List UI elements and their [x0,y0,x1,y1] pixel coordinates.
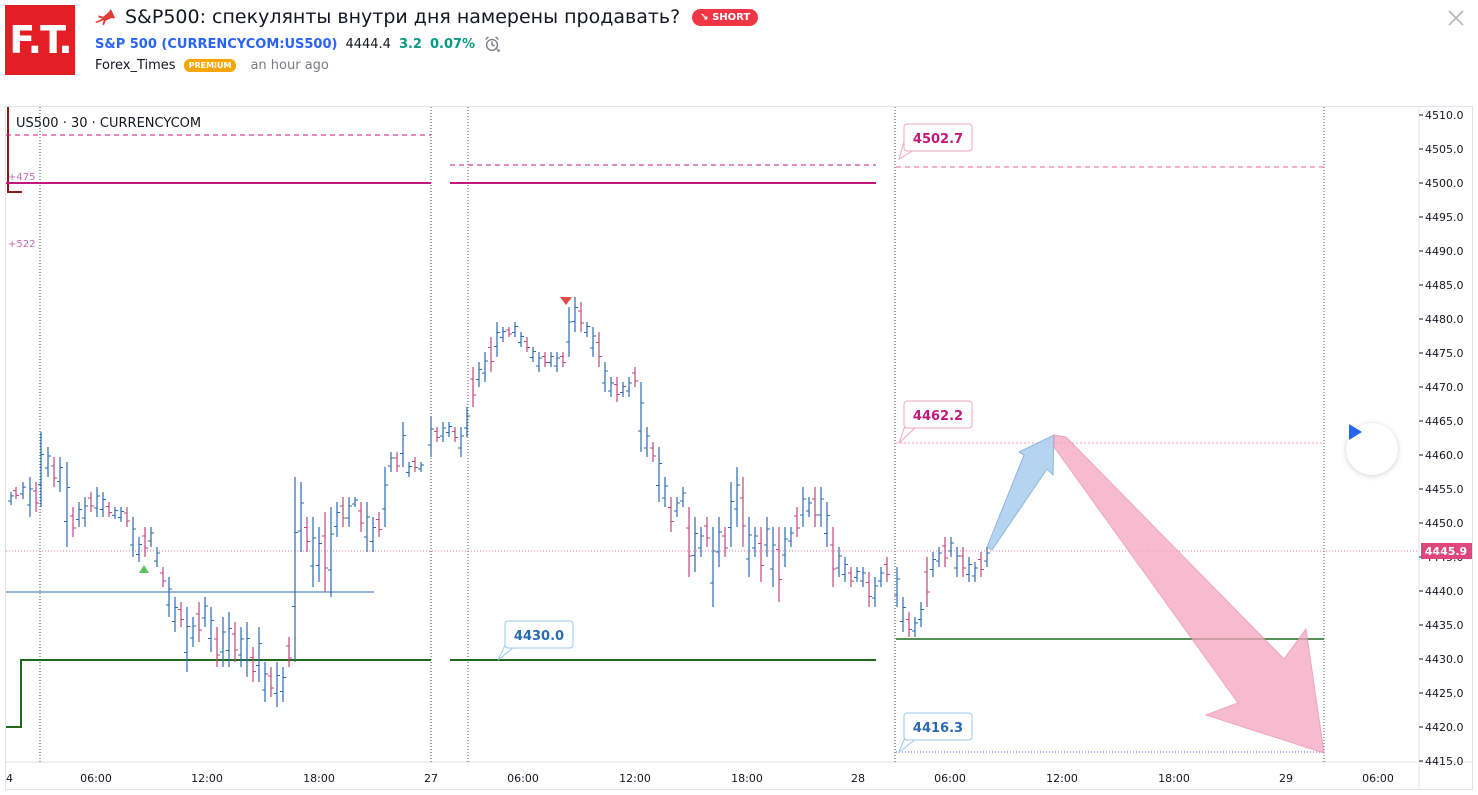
callout-4462[interactable]: 4462.2 [898,400,973,444]
published-time: an hour ago [250,58,329,73]
session-separators [39,107,1325,762]
play-button[interactable] [1346,423,1398,475]
price-axis-label: 4435.0 [1425,619,1464,632]
title-row: S&P500: спекулянты внутри дня намерены п… [95,6,759,28]
price-axis-label: 4495.0 [1425,211,1464,224]
forecast-arrow-down[interactable] [1053,434,1325,754]
svg-text:4445.9: 4445.9 [1425,545,1467,558]
callout-4416[interactable]: 4416.3 [897,712,973,754]
side-label-2: +522 [8,239,35,250]
pin-icon [95,9,116,26]
author-name[interactable]: Forex_Times [95,58,176,73]
price-axis-label: 4480.0 [1425,313,1464,326]
play-icon [1349,424,1362,440]
time-axis-label: 18:00 [303,772,335,785]
price-axis-label: 4475.0 [1425,347,1464,360]
time-axis-label: 4 [6,772,13,785]
idea-title[interactable]: S&P500: спекулянты внутри дня намерены п… [125,6,681,28]
current-price-tag: 4445.9 [1421,543,1472,559]
time-axis-label: 28 [851,772,865,785]
ohlc-bars [8,297,990,707]
symbol-price: 4444.4 [345,36,391,52]
price-axis-label: 4420.0 [1425,721,1464,734]
time-axis-label: 06:00 [934,772,966,785]
close-icon[interactable] [1446,8,1466,28]
time-axis-label: 27 [424,772,438,785]
symbol-change-pct: 0.07% [429,36,476,52]
svg-text:4502.7: 4502.7 [913,132,963,147]
price-axis-label: 4490.0 [1425,245,1464,258]
author-logo[interactable]: F.T. [5,5,75,75]
svg-text:4416.3: 4416.3 [913,721,963,736]
callout-4430[interactable]: 4430.0 [497,620,574,661]
symbol-change: 3.2 [398,36,422,52]
time-axis-label: 06:00 [1362,772,1394,785]
sell-signal-marker [560,297,572,305]
callout-4502[interactable]: 4502.7 [898,123,973,161]
forecast-arrow-up[interactable] [986,434,1055,551]
idea-header: F.T. S&P500: спекулянты внутри дня намер… [0,0,1478,100]
price-axis-label: 4470.0 [1425,381,1464,394]
resistance-lines[interactable] [6,134,1324,444]
price-axis-label: 4430.0 [1425,653,1464,666]
time-axis[interactable]: 4 06:00 12:00 18:00 27 06:00 12:00 18:00 28 06:00… [6,772,1394,785]
buy-signal-marker [139,565,149,573]
time-axis-label: 29 [1279,772,1293,785]
price-axis-label: 4460.0 [1425,449,1464,462]
price-axis-label: 4485.0 [1425,279,1464,292]
price-axis-label: 4440.0 [1425,585,1464,598]
symbol-row: S&P 500 (CURRENCYCOM:US500) 4444.4 3.2 0… [95,35,501,53]
chart-legend-title: US500 · 30 · CURRENCYCOM [16,116,202,131]
time-axis-label: 06:00 [507,772,539,785]
price-axis[interactable]: 4510.0 4505.0 4500.0 4495.0 4490.0 4485.0 4480… [1419,109,1464,768]
author-row: Forex_Times PREMIUM an hour ago [95,58,329,73]
price-axis-label: 4415.0 [1425,755,1464,768]
premium-badge: PREMIUM [183,59,237,72]
price-axis-label: 4450.0 [1425,517,1464,530]
side-label-1: +475 [8,172,35,183]
price-axis-label: 4510.0 [1425,109,1464,122]
support-lines[interactable] [6,591,1324,753]
alarm-clock-icon[interactable] [483,35,501,53]
time-axis-label: 18:00 [731,772,763,785]
price-chart[interactable]: 4510.0 4505.0 4500.0 4495.0 4490.0 4485.0 4480… [6,107,1472,789]
price-axis-label: 4455.0 [1425,483,1464,496]
time-axis-label: 12:00 [1046,772,1078,785]
price-axis-label: 4425.0 [1425,687,1464,700]
time-axis-label: 12:00 [191,772,223,785]
price-axis-label: 4465.0 [1425,415,1464,428]
price-axis-label: 4505.0 [1425,143,1464,156]
time-axis-label: 12:00 [619,772,651,785]
svg-text:4430.0: 4430.0 [514,629,564,644]
logo-text: F.T. [9,18,72,62]
symbol-link[interactable]: S&P 500 (CURRENCYCOM:US500) [95,36,338,52]
price-axis-label: 4500.0 [1425,177,1464,190]
short-badge: ↘ SHORT [692,8,759,26]
time-axis-label: 18:00 [1158,772,1190,785]
time-axis-label: 06:00 [80,772,112,785]
svg-text:4462.2: 4462.2 [913,409,963,424]
chart-pane[interactable]: 4510.0 4505.0 4500.0 4495.0 4490.0 4485.0 4480… [5,106,1473,790]
